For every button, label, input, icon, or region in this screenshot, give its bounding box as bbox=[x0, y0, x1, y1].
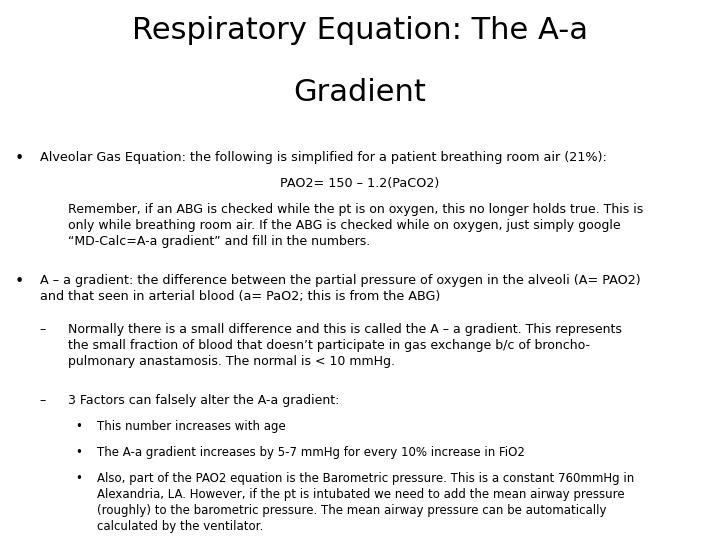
Text: –: – bbox=[40, 323, 46, 336]
Text: PAO2= 150 – 1.2(PaCO2): PAO2= 150 – 1.2(PaCO2) bbox=[280, 177, 440, 190]
Text: •: • bbox=[14, 274, 24, 289]
Text: •: • bbox=[76, 446, 83, 459]
Text: •: • bbox=[76, 472, 83, 485]
Text: A – a gradient: the difference between the partial pressure of oxygen in the alv: A – a gradient: the difference between t… bbox=[40, 274, 640, 303]
Text: Remember, if an ABG is checked while the pt is on oxygen, this no longer holds t: Remember, if an ABG is checked while the… bbox=[68, 203, 644, 248]
Text: •: • bbox=[76, 420, 83, 433]
Text: Normally there is a small difference and this is called the A – a gradient. This: Normally there is a small difference and… bbox=[68, 323, 622, 368]
Text: Gradient: Gradient bbox=[294, 78, 426, 107]
Text: 3 Factors can falsely alter the A-a gradient:: 3 Factors can falsely alter the A-a grad… bbox=[68, 394, 340, 407]
Text: Alveolar Gas Equation: the following is simplified for a patient breathing room : Alveolar Gas Equation: the following is … bbox=[40, 151, 606, 164]
Text: –: – bbox=[40, 394, 46, 407]
Text: •: • bbox=[14, 151, 24, 166]
Text: Also, part of the PAO2 equation is the Barometric pressure. This is a constant 7: Also, part of the PAO2 equation is the B… bbox=[97, 472, 634, 533]
Text: This number increases with age: This number increases with age bbox=[97, 420, 286, 433]
Text: Respiratory Equation: The A-a: Respiratory Equation: The A-a bbox=[132, 16, 588, 45]
Text: The A-a gradient increases by 5-7 mmHg for every 10% increase in FiO2: The A-a gradient increases by 5-7 mmHg f… bbox=[97, 446, 525, 459]
